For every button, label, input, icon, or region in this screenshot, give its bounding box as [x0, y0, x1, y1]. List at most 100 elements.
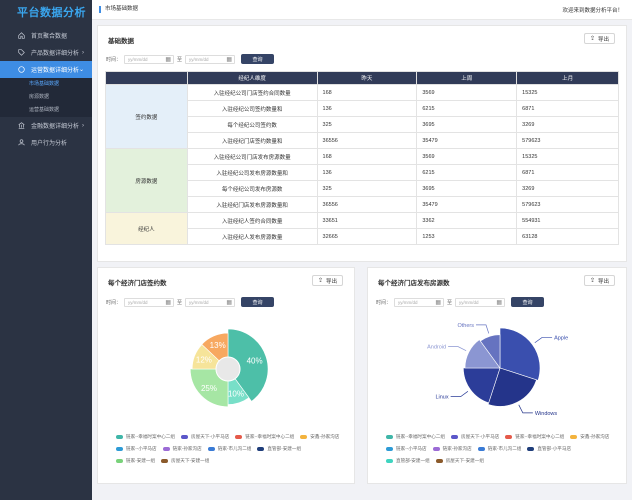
submenu-item-market[interactable]: 市场基础数据 [29, 81, 60, 87]
pie-slice[interactable] [499, 327, 541, 381]
date-placeholder: yy/mm/dd [128, 56, 148, 62]
date-placeholder: yy/mm/dd [189, 299, 209, 305]
time-label: 时间： [376, 299, 392, 306]
table-cell: 63128 [516, 228, 619, 245]
legend-item[interactable]: 链家--小平马店 [116, 446, 157, 452]
calendar-icon: ▦ [226, 299, 233, 306]
calendar-icon: ▦ [165, 56, 172, 63]
sidebar-item-operation[interactable]: 运营数据详细分析 ⌄ [0, 61, 92, 78]
end-date-input[interactable]: yy/mm/dd ▦ [455, 297, 506, 307]
legend-item[interactable]: 安鑫-孙家沟店 [300, 434, 339, 440]
home-icon [17, 32, 25, 40]
time-label: 时间： [106, 56, 122, 63]
table-cell: 6215 [416, 100, 518, 117]
export-label: 导出 [597, 36, 609, 43]
table-cell: 35479 [416, 196, 518, 213]
export-label: 导出 [597, 278, 609, 285]
legend-item[interactable]: 链家--幸福时案中心二组 [235, 434, 294, 440]
table-header-cell: 昨天 [316, 71, 418, 85]
query-button[interactable]: 查询 [511, 297, 545, 307]
end-date-input[interactable]: yy/mm/dd ▦ [185, 54, 236, 64]
start-date-input[interactable]: yy/mm/dd ▦ [394, 297, 445, 307]
export-button[interactable]: ⇪ 导出 [583, 33, 615, 44]
submenu-item-house[interactable]: 房源数据 [29, 94, 50, 100]
chevron-right-icon: › [82, 122, 84, 129]
legend-item[interactable]: 链家-孙家沟店 [432, 446, 472, 452]
table-cell: 36556 [316, 196, 418, 213]
donut-hole [215, 356, 241, 382]
legend-label: 安鑫-孙家沟店 [310, 434, 340, 439]
to-label: 至 [177, 56, 183, 63]
legend-item[interactable]: 链家-市儿沟二组 [207, 446, 251, 452]
table-cell: 168 [316, 148, 418, 165]
sidebar: 平台数据分析 首页聚合数据 产品数据详细分析 › 运营数据详细分析 ⌄ 市场基础… [0, 0, 92, 500]
table-cell: 入驻经纪公司发布房源数量和 [186, 164, 318, 181]
legend-label: 房屋天下-安建一组 [445, 458, 484, 463]
legend-item[interactable]: 安鑫-孙家沟店 [570, 434, 609, 440]
label-line [448, 346, 467, 352]
slice-label: 10% [228, 389, 244, 398]
table-cell: 6871 [516, 100, 619, 117]
table-row: 每个经纪公司签约数 325 3695 3269 [106, 116, 619, 133]
legend-label: 链家-市儿沟二组 [487, 446, 522, 451]
calendar-icon: ▦ [226, 56, 233, 63]
user-icon [17, 139, 25, 147]
query-button[interactable]: 查询 [241, 54, 275, 64]
submenu-item-ops[interactable]: 运营基础数据 [29, 107, 60, 113]
basic-data-table: 经纪人维度 昨天 上周 上月 签约数据 入驻经纪公司门店签约合同数量 168 3… [105, 71, 619, 245]
end-date-input[interactable]: yy/mm/dd ▦ [185, 297, 236, 307]
legend-item[interactable]: 链家--幸福时案中心二组 [386, 434, 445, 440]
legend-item[interactable]: 房屋天下-小平马店 [181, 434, 229, 440]
date-placeholder: yy/mm/dd [128, 299, 148, 305]
legend-item[interactable]: 房屋天下-小平马店 [451, 434, 499, 440]
panel-title: 每个经济门店签约数 [108, 280, 167, 287]
export-button[interactable]: ⇪ 导出 [583, 275, 615, 286]
chart-legend: 链家--幸福时案中心二组 房屋天下-小平马店 链家--幸福时案中心二组 安鑫-孙家沟店… [386, 434, 618, 470]
legend-item[interactable]: 直管部-安建一组 [386, 458, 430, 464]
legend-item[interactable]: 链家-孙家沟店 [162, 446, 202, 452]
sidebar-item-label: 金融数据详细分析 [31, 124, 80, 130]
table-cell: 1253 [416, 228, 518, 245]
table-cell: 3269 [516, 116, 619, 133]
sidebar-item-product[interactable]: 产品数据详细分析 › [0, 44, 92, 61]
pie-slice[interactable] [463, 367, 501, 404]
sidebar-item-home[interactable]: 首页聚合数据 [0, 27, 92, 44]
table-header-cell: 上周 [416, 71, 518, 85]
sign-count-panel: 每个经济门店签约数 ⇪ 导出 时间： yy/mm/dd ▦ 至 yy/mm/dd ▦ … [97, 267, 355, 484]
legend-item[interactable]: 链家--幸福时案中心二组 [116, 434, 175, 440]
legend-item[interactable]: 房屋天下-安建一组 [161, 458, 209, 464]
pie-slice[interactable] [487, 367, 537, 407]
sidebar-item-finance[interactable]: 金融数据详细分析 › [0, 117, 92, 134]
sidebar-item-user[interactable]: 用户行为分析 [0, 134, 92, 151]
panel-title: 每个经济门店发布房源数 [378, 280, 450, 287]
legend-label: 链家-孙家沟店 [172, 446, 202, 451]
legend-item[interactable]: 房屋天下-安建一组 [435, 458, 484, 464]
legend-item[interactable]: 链家-安建一组 [116, 458, 155, 464]
export-icon: ⇪ [317, 278, 323, 284]
start-date-input[interactable]: yy/mm/dd ▦ [124, 54, 175, 64]
start-date-input[interactable]: yy/mm/dd ▦ [124, 297, 175, 307]
legend-swatch [235, 435, 243, 439]
table-row: 入驻经纪门店签约数量和 36556 35479 579623 [106, 132, 619, 149]
legend-item[interactable]: 直管部-安建一组 [257, 446, 301, 452]
time-label: 时间： [106, 299, 122, 306]
house-count-panel: 每个经济门店发布房源数 ⇪ 导出 时间： yy/mm/dd ▦ 至 yy/mm/dd… [367, 267, 627, 484]
export-button[interactable]: ⇪ 导出 [311, 275, 343, 286]
sidebar-item-label: 产品数据详细分析 [31, 51, 80, 57]
calendar-icon: ▦ [165, 299, 172, 306]
table-cell: 33651 [316, 212, 418, 229]
legend-item[interactable]: 直管部-小平马店 [527, 446, 571, 452]
slice-label: Android [427, 345, 446, 351]
sidebar-item-label: 用户行为分析 [31, 141, 68, 147]
legend-item[interactable]: 链家-市儿沟二组 [477, 446, 522, 452]
legend-swatch [162, 447, 170, 451]
legend-item[interactable]: 链家--幸福时案中心二组 [505, 434, 564, 440]
query-button[interactable]: 查询 [241, 297, 275, 307]
legend-label: 房屋天下-小平马店 [461, 434, 500, 439]
legend-swatch [300, 435, 308, 439]
brand-title: 平台数据分析 [17, 7, 86, 19]
pie-slice[interactable] [479, 334, 501, 369]
table-cell: 579623 [516, 132, 619, 149]
legend-label: 房屋天下-安建一组 [171, 458, 210, 463]
legend-item[interactable]: 链家--小平马店 [386, 446, 427, 452]
